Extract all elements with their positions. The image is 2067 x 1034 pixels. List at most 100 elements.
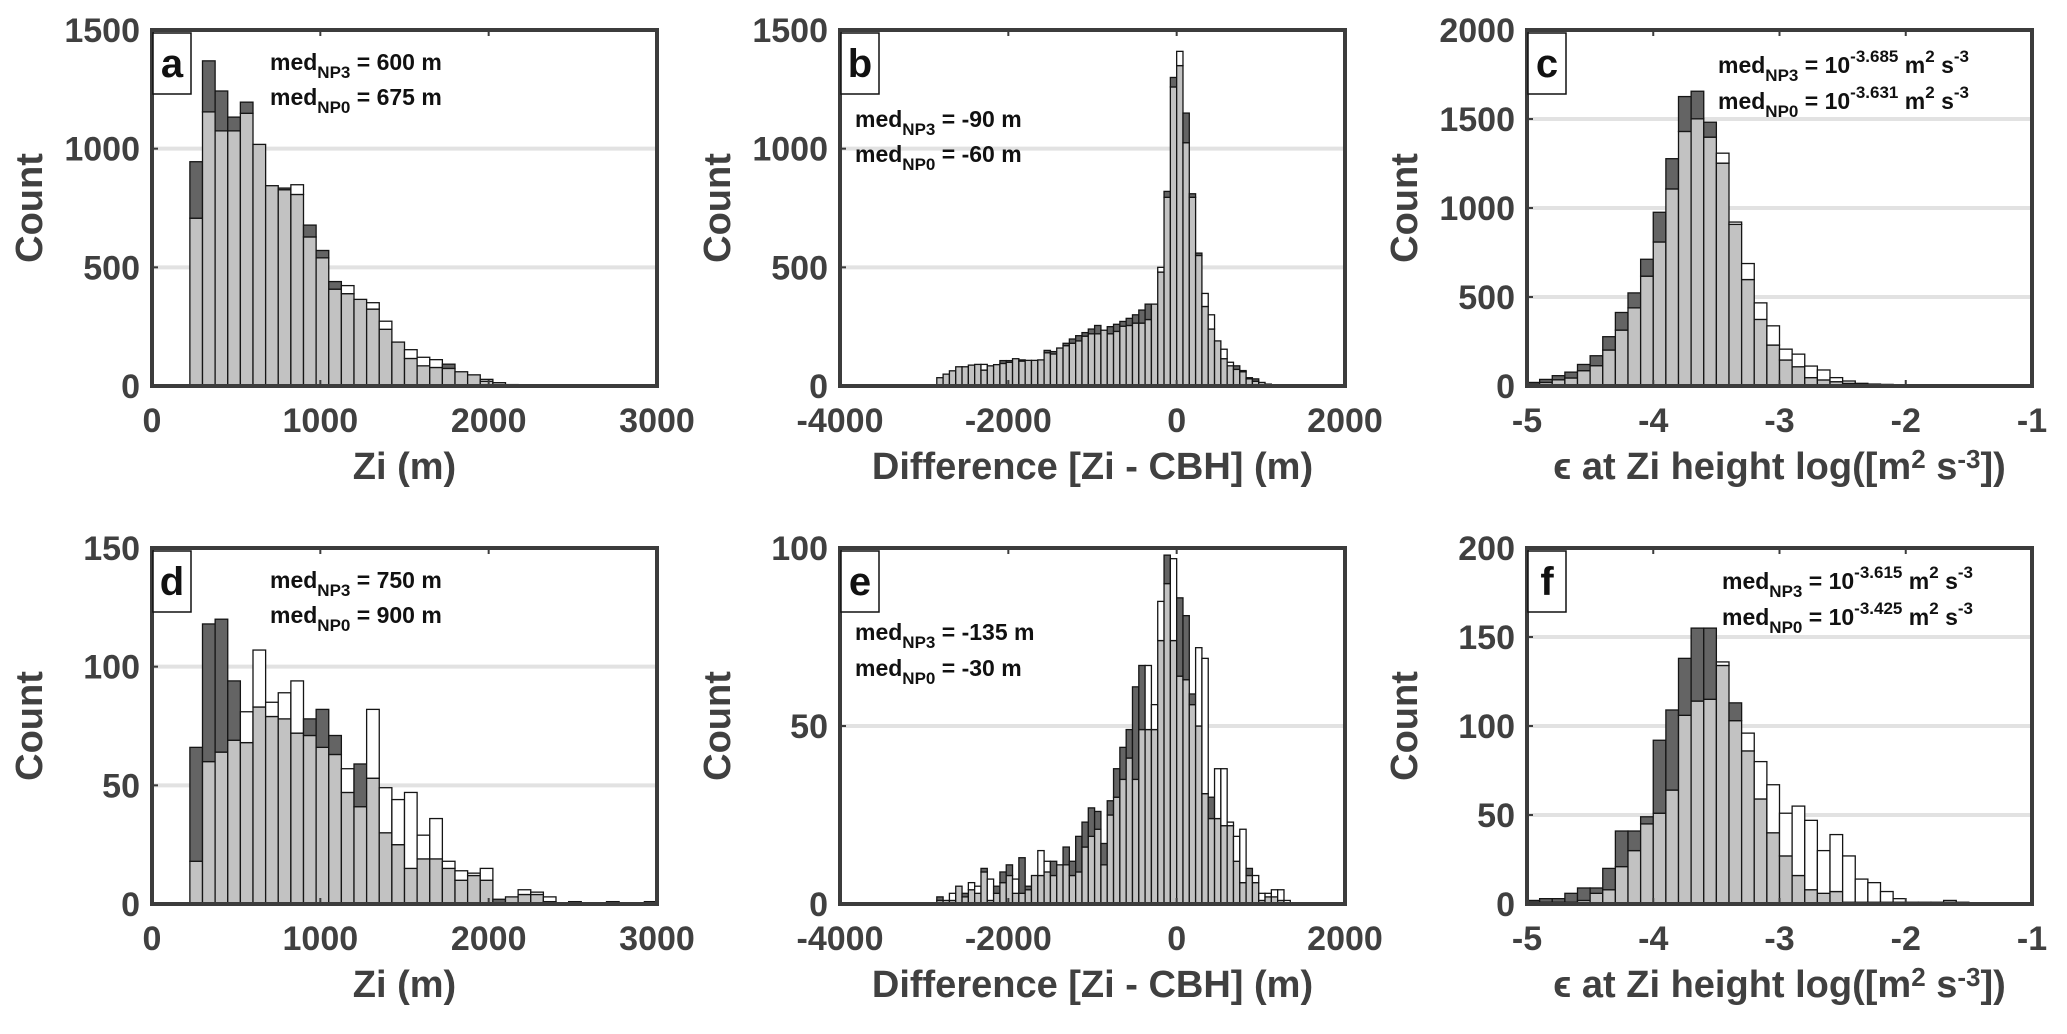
x-tick-label: 2000 (1307, 920, 1383, 958)
median-np3-annotation-part: m (1902, 568, 1929, 594)
x-axis-label-part: Difference [Zi - CBH] (m) (872, 964, 1313, 1006)
y-tick-label: 500 (83, 249, 140, 287)
bar-overlap (1201, 792, 1209, 905)
median-np3-annotation-part: med (1722, 568, 1769, 594)
y-axis-label: Count (9, 671, 51, 781)
bar-np0-excess (974, 885, 982, 894)
bar-overlap (1690, 700, 1705, 905)
y-axis-label: Count (697, 671, 739, 781)
bar-overlap (986, 365, 995, 387)
bar-overlap (1207, 817, 1216, 905)
bar-np3-excess (1068, 860, 1077, 877)
bar-np0-excess (1791, 805, 1806, 877)
bar-np0-excess (986, 878, 995, 902)
x-axis-label-part: s (1926, 446, 1958, 488)
bar-np3-excess (1018, 359, 1026, 362)
bar-np0-excess (1879, 890, 1894, 903)
y-tick-label: 100 (771, 530, 828, 568)
median-np3-annotation-part: = 600 m (350, 49, 441, 75)
bar-overlap (403, 357, 418, 387)
bar-np0-excess (454, 870, 469, 881)
bar-overlap (1639, 823, 1654, 905)
x-tick-label: 2000 (451, 402, 527, 440)
bar-np3-excess (189, 746, 204, 862)
x-tick-label: 2000 (1307, 402, 1383, 440)
median-np3-annotation-part: = 10 (1802, 568, 1854, 594)
bar-np3-excess (1169, 76, 1178, 88)
bar-overlap (1213, 817, 1222, 905)
bar-np3-excess (1652, 211, 1667, 243)
bar-overlap (1665, 789, 1680, 905)
bar-np3-excess (1677, 95, 1692, 133)
bar-np3-excess (1677, 657, 1692, 716)
bar-overlap (1005, 874, 1014, 905)
y-tick-label: 0 (121, 368, 140, 406)
bar-np3-excess (1703, 627, 1718, 700)
bar-np0-excess (1169, 558, 1178, 642)
bar-np3-excess (1614, 311, 1629, 331)
bar-overlap (1125, 757, 1134, 905)
bar-np3-excess (1163, 190, 1172, 198)
bar-overlap (1232, 368, 1241, 387)
bar-np3-excess (1589, 355, 1604, 367)
bar-np3-excess (1665, 158, 1680, 190)
bar-overlap (1043, 352, 1052, 387)
bar-overlap (1194, 725, 1203, 905)
bar-overlap (1220, 825, 1228, 905)
x-axis-label-part: 2 (1911, 962, 1925, 992)
bar-overlap (1652, 241, 1667, 387)
bar-np0-excess (441, 860, 456, 870)
bar-np3-excess (1144, 303, 1153, 321)
bar-overlap (1087, 333, 1096, 387)
bar-overlap (328, 288, 343, 387)
bar-np3-excess (239, 101, 254, 114)
axes-frame (150, 546, 659, 906)
bar-np3-excess (1207, 796, 1216, 820)
bar-overlap (1131, 322, 1140, 387)
median-np3-annotation-part: NP3 (317, 63, 350, 82)
bar-np3-excess (1703, 121, 1718, 138)
median-np0-annotation-part: -3.425 (1854, 599, 1902, 618)
bar-overlap (403, 867, 418, 905)
median-np3-annotation: medNP3 = 750 m (270, 567, 442, 600)
x-axis-label-part: ]) (1981, 446, 2006, 488)
bar-overlap (1614, 329, 1629, 387)
median-np0-annotation-part: med (270, 602, 317, 628)
bar-overlap (1068, 874, 1077, 905)
bar-overlap (1169, 86, 1178, 387)
bar-np0-excess (1011, 878, 1020, 894)
panel-f: -5 -4 -3 -2 -1 0 50 100 150 200 ϵ at Zi height log… (1384, 530, 2047, 1006)
bar-np0-excess (1220, 768, 1228, 827)
bar-overlap (1703, 698, 1718, 905)
bar-np3-excess (189, 161, 204, 219)
bar-overlap (1138, 322, 1146, 387)
median-np3-annotation-part: -3 (1954, 47, 1969, 66)
bar-overlap (1011, 358, 1020, 387)
bar-np3-excess (1551, 375, 1566, 381)
bar-np3-excess (1639, 816, 1654, 825)
bar-np3-excess (1551, 898, 1566, 903)
bar-overlap (1239, 881, 1247, 905)
bar-overlap (1176, 675, 1184, 905)
bar-np3-excess (1251, 378, 1260, 382)
bar-np0-excess (1829, 833, 1844, 893)
median-np3-annotation-part: 2 (1929, 563, 1938, 582)
bar-np3-excess (1049, 860, 1058, 877)
bar-overlap (1043, 871, 1052, 905)
panel-label: d (160, 560, 184, 604)
bar-overlap (264, 185, 279, 387)
bar-overlap (302, 236, 317, 387)
x-tick-label: -2 (1891, 402, 1921, 440)
panel-label: c (1536, 42, 1558, 86)
bar-np3-excess (1245, 377, 1254, 380)
bar-overlap (1062, 864, 1071, 905)
bar-np0-excess (967, 881, 976, 891)
bar-overlap (227, 739, 242, 905)
bar-np0-excess (1816, 849, 1831, 894)
bar-np0-excess (1213, 768, 1222, 820)
x-tick-label: -2 (1891, 920, 1921, 958)
bar-overlap (1024, 359, 1033, 387)
bar-np3-excess (1112, 323, 1121, 333)
bar-overlap (1753, 318, 1768, 387)
bar-overlap (1176, 64, 1184, 387)
